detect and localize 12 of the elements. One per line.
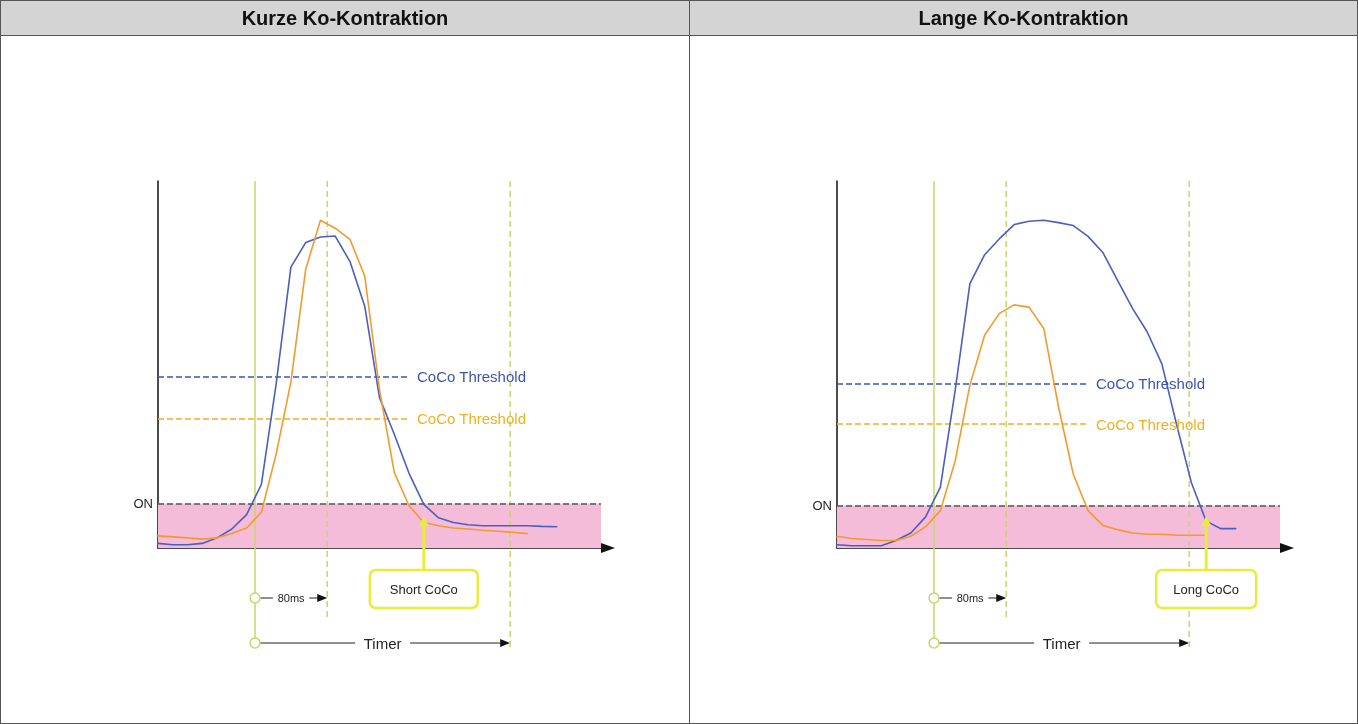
text: Timer bbox=[1042, 634, 1081, 652]
ref-line-label: CoCo Threshold bbox=[417, 367, 526, 385]
text: Long CoCo bbox=[1173, 581, 1240, 597]
ref-line-label: CoCo Threshold bbox=[417, 410, 526, 428]
ref-line-label: ON bbox=[133, 495, 153, 511]
chart-title: Lange Ko-Kontraktion bbox=[918, 6, 1129, 30]
ref-line-label: ON bbox=[812, 497, 832, 513]
text: 80ms bbox=[277, 592, 306, 604]
text: 80ms bbox=[956, 592, 985, 604]
text: Short CoCo bbox=[389, 581, 458, 597]
chart-title: Kurze Ko-Kontraktion bbox=[241, 6, 449, 30]
text: Timer bbox=[363, 634, 402, 652]
